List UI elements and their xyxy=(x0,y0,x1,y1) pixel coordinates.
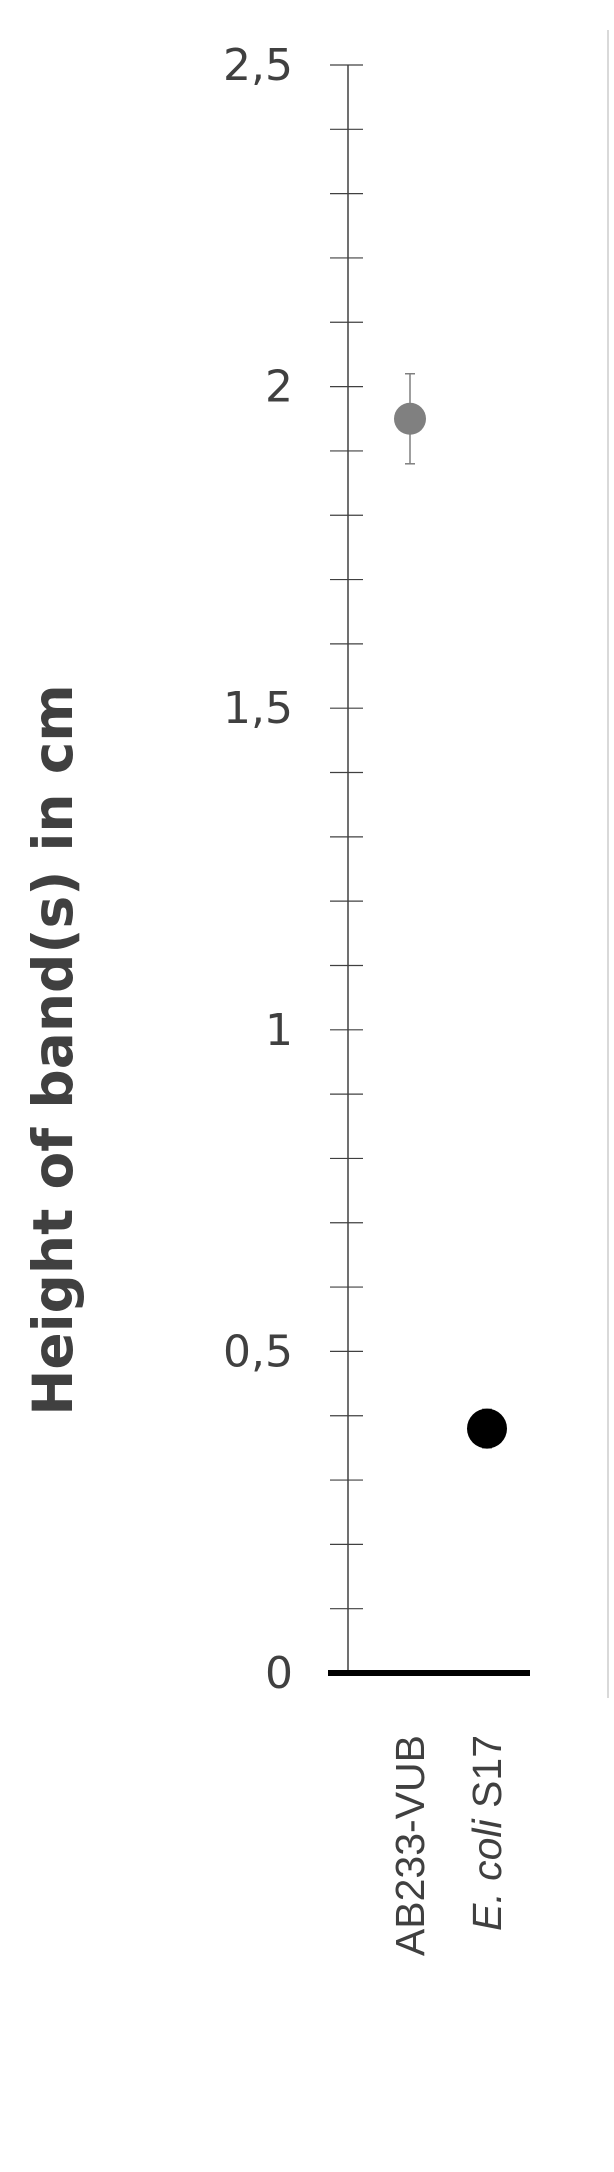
data-point xyxy=(467,1408,507,1449)
category-label: E. coli S17 xyxy=(464,1735,510,1931)
category-labels: AB233-VUB E. coli S17 xyxy=(387,1735,510,1956)
y-axis-tick-labels: 0 0,5 1 1,5 2 2,5 xyxy=(223,40,293,1699)
data-points xyxy=(394,372,507,1449)
y-tick-label: 2,5 xyxy=(223,40,293,91)
category-label: AB233-VUB xyxy=(387,1735,433,1956)
y-axis-title: Height of band(s) in cm xyxy=(21,684,85,1415)
category-label-normal: S17 xyxy=(464,1735,510,1819)
y-tick-label: 0 xyxy=(265,1648,293,1699)
category-label-italic: E. coli xyxy=(464,1817,510,1931)
y-axis-ticks xyxy=(330,64,363,1674)
y-tick-label: 1 xyxy=(265,1005,293,1056)
y-tick-label: 0,5 xyxy=(223,1326,293,1377)
data-point xyxy=(394,402,426,435)
category-label-normal: AB233-VUB xyxy=(387,1735,433,1956)
y-tick-label: 2 xyxy=(265,362,293,413)
y-tick-label: 1,5 xyxy=(223,683,293,734)
